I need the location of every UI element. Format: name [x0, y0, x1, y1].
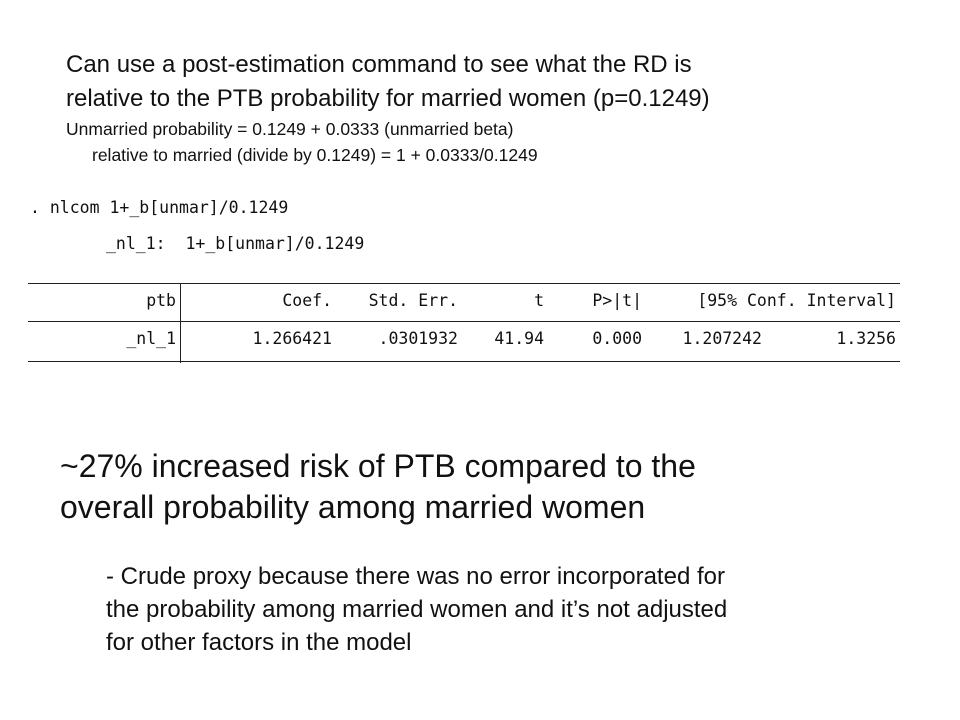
caveat-line-1: - Crude proxy because there was no error… [106, 563, 725, 590]
row-p: 0.000 [592, 329, 642, 348]
header-p: P>|t| [592, 291, 642, 310]
nl-definition: _nl_1: 1+_b[unmar]/0.1249 [106, 234, 365, 253]
caveat-note: - Crude proxy because there was no error… [106, 560, 946, 659]
row-coef: 1.266421 [252, 329, 332, 348]
header-ci: [95% Conf. Interval] [697, 291, 896, 310]
nlcom-command: . nlcom 1+_b[unmar]/0.1249 [30, 198, 289, 217]
header-coef: Coef. [282, 291, 332, 310]
intro-line-2: relative to the PTB probability for marr… [66, 85, 710, 112]
header-stderr: Std. Err. [368, 291, 458, 310]
conclusion-line-2: overall probability among married women [60, 489, 646, 525]
intro-line-1: Can use a post-estimation command to see… [66, 51, 692, 78]
relative-to-married-line: relative to married (divide by 0.1249) =… [92, 145, 538, 165]
table-bottom-rule [28, 361, 900, 362]
header-t: t [534, 291, 544, 310]
table-top-rule [28, 283, 900, 284]
row-ci-low: 1.207242 [682, 329, 762, 348]
row-stderr: .0301932 [378, 329, 458, 348]
conclusion-line-1: ~27% increased risk of PTB compared to t… [60, 448, 696, 484]
header-depvar: ptb [146, 291, 176, 310]
row-name: _nl_1 [126, 329, 176, 348]
conclusion-text: ~27% increased risk of PTB compared to t… [60, 446, 940, 528]
row-t: 41.94 [494, 329, 544, 348]
unmarried-probability-line: Unmarried probability = 0.1249 + 0.0333 … [66, 119, 514, 139]
table-header-rule [28, 321, 900, 322]
caveat-line-2: the probability among married women and … [106, 596, 728, 623]
results-table: ptb Coef. Std. Err. t P>|t| [95% Conf. I… [28, 283, 900, 363]
table-vertical-rule [180, 283, 181, 363]
intro-text: Can use a post-estimation command to see… [66, 48, 946, 168]
row-ci-high: 1.3256 [836, 329, 896, 348]
caveat-line-3: for other factors in the model [106, 629, 412, 656]
